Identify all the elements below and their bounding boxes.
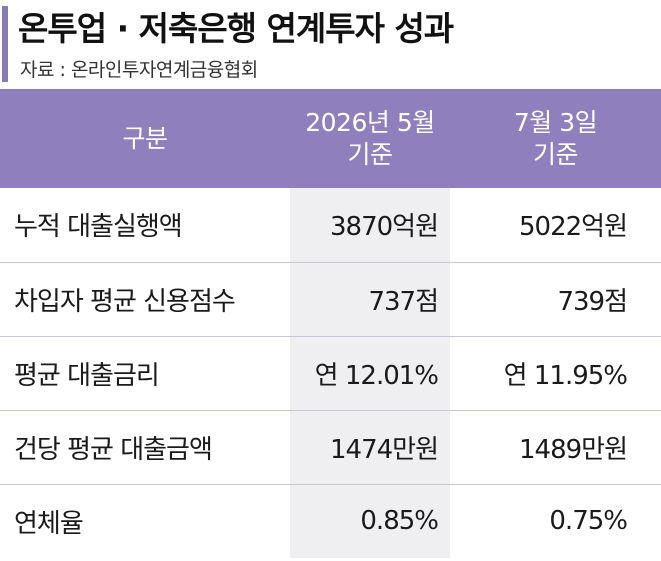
row-value-may: 737점 [290, 262, 450, 337]
table-row: 차입자 평균 신용점수 737점 739점 [0, 262, 661, 337]
row-value-may: 3870억원 [290, 188, 450, 263]
source-note: 자료 : 온라인투자연계금융협회 [20, 59, 258, 81]
row-value-may: 1474만원 [290, 410, 450, 485]
performance-table: 구분 2026년 5월 기준 7월 3일 기준 누적 대출실행액 3870억원 … [0, 89, 661, 558]
table-row: 누적 대출실행액 3870억원 5022억원 [0, 188, 661, 263]
row-label: 건당 평균 대출금액 [0, 410, 290, 485]
header-jul-3: 7월 3일 기준 [450, 89, 661, 188]
header-jul-3-date: 7월 3일 [513, 108, 598, 138]
row-value-jul: 5022억원 [450, 188, 661, 263]
header-category: 구분 [122, 123, 168, 153]
row-value-may: 0.85% [290, 484, 450, 558]
header-may-2026-date: 2026년 5월 [305, 108, 435, 138]
row-label: 차입자 평균 신용점수 [0, 262, 290, 337]
row-value-jul: 0.75% [549, 506, 628, 537]
header-may-2026: 2026년 5월 기준 [290, 89, 450, 188]
row-value-jul: 739점 [450, 262, 661, 337]
row-value-jul: 연 11.95% [450, 336, 661, 411]
header-jul-3-basis: 기준 [532, 139, 579, 169]
table-row: 건당 평균 대출금액 1474만원 1489만원 [0, 410, 661, 485]
table-row: 평균 대출금리 연 12.01% 연 11.95% [0, 336, 661, 411]
row-label: 연체율 [14, 508, 84, 539]
row-value-jul: 1489만원 [450, 410, 661, 485]
row-label: 평균 대출금리 [0, 336, 290, 411]
title-accent-bar [2, 6, 8, 82]
page-title: 온투업 · 저축은행 연계투자 성과 [18, 9, 454, 48]
row-value-may: 연 12.01% [290, 336, 450, 411]
row-label: 누적 대출실행액 [0, 188, 290, 263]
header-may-2026-basis: 기준 [347, 139, 393, 169]
table-row: 연체율 0.85% 0.75% [0, 484, 661, 558]
table-header-row: 구분 2026년 5월 기준 7월 3일 기준 [0, 89, 661, 188]
